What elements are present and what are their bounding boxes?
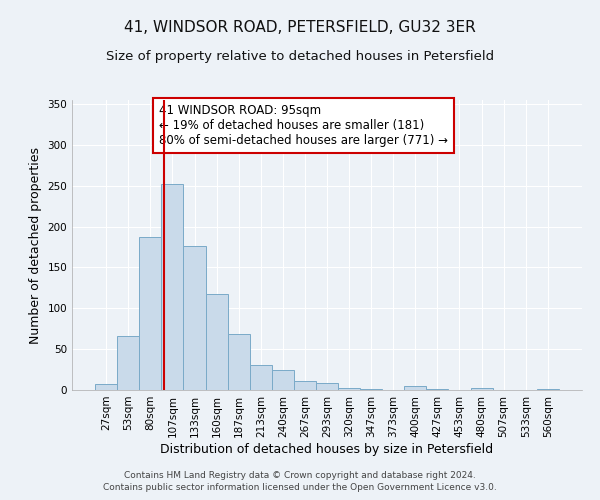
Bar [184,246,206,390]
Bar [272,370,294,390]
Bar [95,384,117,390]
Bar [294,381,316,390]
Text: Contains public sector information licensed under the Open Government Licence v3: Contains public sector information licen… [103,484,497,492]
Bar [404,386,427,390]
Text: Contains HM Land Registry data © Crown copyright and database right 2024.: Contains HM Land Registry data © Crown c… [124,471,476,480]
Bar [117,336,139,390]
Text: 41, WINDSOR ROAD, PETERSFIELD, GU32 3ER: 41, WINDSOR ROAD, PETERSFIELD, GU32 3ER [124,20,476,35]
Bar [470,388,493,390]
Bar [316,382,338,390]
Text: Size of property relative to detached houses in Petersfield: Size of property relative to detached ho… [106,50,494,63]
Bar [360,389,382,390]
Bar [206,294,227,390]
Text: 41 WINDSOR ROAD: 95sqm
← 19% of detached houses are smaller (181)
80% of semi-de: 41 WINDSOR ROAD: 95sqm ← 19% of detached… [158,104,448,148]
Y-axis label: Number of detached properties: Number of detached properties [29,146,42,344]
Bar [139,237,161,390]
Bar [250,364,272,390]
Bar [338,388,360,390]
Bar [227,334,250,390]
Bar [427,389,448,390]
Bar [537,389,559,390]
Bar [161,184,184,390]
X-axis label: Distribution of detached houses by size in Petersfield: Distribution of detached houses by size … [160,442,494,456]
